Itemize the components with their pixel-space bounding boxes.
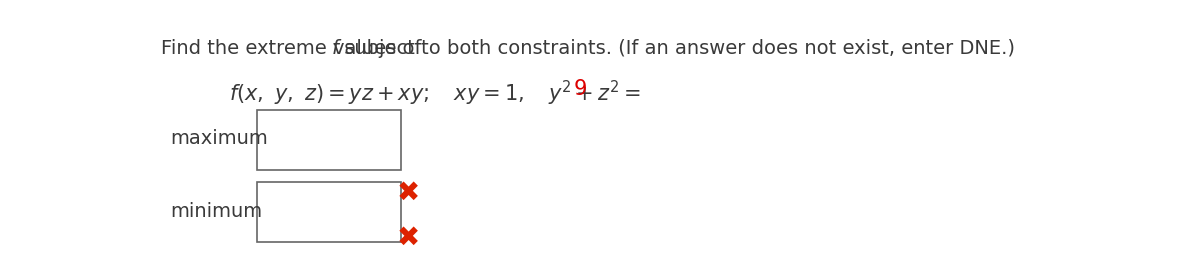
Text: $\mathit{f}(x,\ y,\ z) = yz + xy;\quad xy = 1,\quad y^2 + z^2 = $: $\mathit{f}(x,\ y,\ z) = yz + xy;\quad x…	[229, 79, 641, 109]
Text: ✖: ✖	[397, 178, 420, 206]
Text: Find the extreme values of: Find the extreme values of	[161, 39, 428, 58]
Text: f: f	[332, 39, 338, 58]
Text: ✖: ✖	[397, 224, 420, 252]
Text: maximum: maximum	[170, 129, 269, 148]
Text: subject to both constraints. (If an answer does not exist, enter DNE.): subject to both constraints. (If an answ…	[338, 39, 1015, 58]
Text: $9$: $9$	[574, 79, 587, 99]
Bar	[257, 182, 401, 242]
Bar	[257, 110, 401, 170]
Text: minimum: minimum	[170, 202, 263, 221]
